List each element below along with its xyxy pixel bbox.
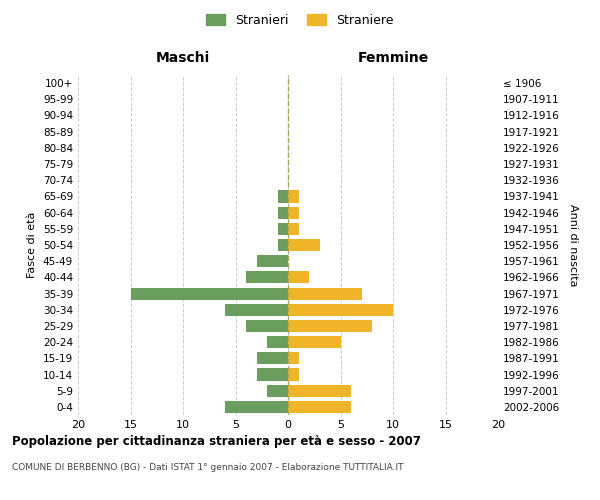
- Bar: [246, 272, 288, 283]
- Legend: Stranieri, Straniere: Stranieri, Straniere: [202, 8, 398, 32]
- Text: Popolazione per cittadinanza straniera per età e sesso - 2007: Popolazione per cittadinanza straniera p…: [12, 435, 421, 448]
- Bar: [288, 368, 299, 380]
- Bar: [225, 401, 288, 413]
- Y-axis label: Fasce di età: Fasce di età: [28, 212, 37, 278]
- Text: COMUNE DI BERBENNO (BG) - Dati ISTAT 1° gennaio 2007 - Elaborazione TUTTITALIA.I: COMUNE DI BERBENNO (BG) - Dati ISTAT 1° …: [12, 462, 404, 471]
- Bar: [257, 255, 288, 268]
- Bar: [288, 352, 299, 364]
- Bar: [288, 239, 320, 251]
- Bar: [288, 190, 299, 202]
- Bar: [288, 304, 393, 316]
- Text: Maschi: Maschi: [156, 51, 210, 65]
- Bar: [288, 272, 309, 283]
- Bar: [267, 384, 288, 397]
- Bar: [288, 320, 372, 332]
- Bar: [130, 288, 288, 300]
- Bar: [288, 336, 341, 348]
- Bar: [288, 401, 351, 413]
- Bar: [257, 352, 288, 364]
- Y-axis label: Anni di nascita: Anni di nascita: [568, 204, 578, 286]
- Bar: [277, 206, 288, 218]
- Bar: [288, 288, 361, 300]
- Bar: [257, 368, 288, 380]
- Bar: [288, 222, 299, 235]
- Bar: [288, 206, 299, 218]
- Bar: [277, 222, 288, 235]
- Text: Femmine: Femmine: [358, 51, 428, 65]
- Bar: [288, 384, 351, 397]
- Bar: [277, 239, 288, 251]
- Bar: [277, 190, 288, 202]
- Bar: [246, 320, 288, 332]
- Bar: [225, 304, 288, 316]
- Bar: [267, 336, 288, 348]
